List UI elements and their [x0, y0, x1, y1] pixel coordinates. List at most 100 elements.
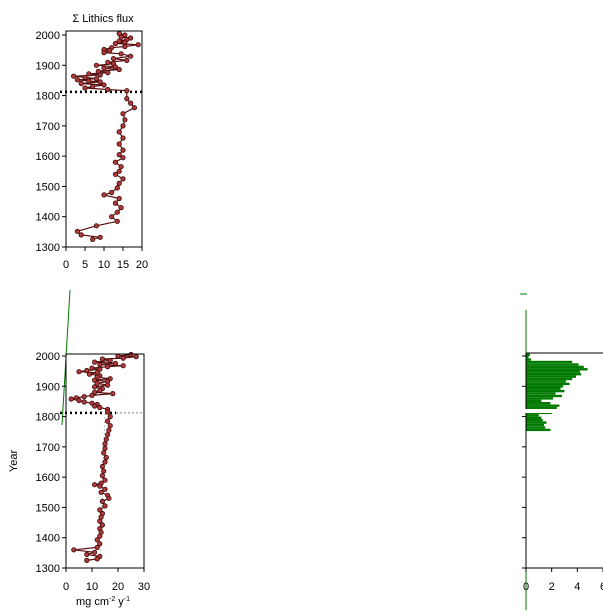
data-point	[94, 380, 100, 386]
data-point	[120, 363, 126, 369]
data-point	[116, 180, 122, 186]
data-point	[97, 361, 103, 368]
bar	[526, 365, 584, 369]
data-point	[94, 556, 100, 562]
data-point	[84, 557, 90, 564]
data-point	[74, 77, 81, 83]
data-point	[112, 159, 119, 165]
data-point	[92, 403, 98, 409]
data-point	[98, 489, 104, 495]
bar	[526, 394, 562, 398]
data-point	[86, 371, 93, 377]
x-tick-label: 20	[112, 581, 124, 593]
y-tick-label: 1900	[36, 60, 60, 72]
bar	[526, 377, 573, 381]
data-point	[90, 236, 96, 242]
panel-lithics-flux: Σ Lithics flux 1300140015001600170018001…	[36, 13, 149, 271]
data-point	[120, 123, 126, 129]
bar	[526, 385, 564, 388]
x-tick-label: 6	[600, 581, 603, 593]
data-point	[102, 445, 108, 451]
bar	[526, 423, 544, 427]
data-point	[128, 100, 134, 106]
data-point	[97, 366, 103, 372]
data-point	[120, 111, 126, 117]
data-point	[82, 85, 88, 91]
bar	[526, 404, 560, 407]
bar	[526, 406, 557, 410]
data-point	[118, 51, 124, 57]
bar	[526, 380, 566, 383]
data-point	[92, 482, 98, 488]
data-point	[133, 353, 139, 360]
bar	[526, 382, 570, 386]
data-point	[78, 232, 84, 238]
data-point	[97, 404, 103, 411]
data-point	[94, 537, 100, 543]
data-point	[122, 32, 128, 38]
x-tick-label: 0	[63, 581, 69, 593]
data-point	[101, 192, 107, 198]
data-point	[97, 533, 103, 539]
data-point	[110, 55, 117, 62]
y-tick-label: 1500	[36, 181, 60, 193]
bar	[526, 353, 530, 356]
x-tick-label: 10	[86, 581, 98, 593]
x-tick-label: 0	[63, 259, 69, 271]
data-point	[76, 397, 82, 404]
x-axis: 0 2 4 6	[523, 568, 603, 593]
data-point	[97, 518, 103, 524]
data-point	[124, 57, 130, 64]
data-point	[102, 477, 108, 483]
data-point	[74, 228, 81, 234]
data-point	[120, 147, 126, 153]
bar	[526, 402, 551, 405]
y-tick-label: 2000	[36, 351, 60, 363]
data-point	[102, 486, 108, 492]
data-point	[93, 62, 100, 68]
data-point	[107, 48, 113, 54]
data-point	[107, 423, 113, 429]
data-point	[114, 185, 120, 191]
data-point	[105, 86, 111, 93]
data-point	[97, 234, 103, 240]
y-axis-title: Year	[8, 450, 20, 473]
bar	[526, 387, 561, 390]
y-axis	[522, 355, 526, 569]
data-point	[76, 369, 82, 375]
y-tick-label: 1800	[36, 91, 60, 103]
data-point	[97, 483, 103, 489]
data-point	[99, 472, 106, 479]
data-point	[131, 105, 137, 111]
data-point	[99, 463, 106, 470]
bar	[526, 426, 546, 429]
x-tick-label: 5	[82, 259, 88, 271]
x-tick-label: 10	[98, 259, 110, 271]
bar	[526, 428, 551, 432]
x-tick-label: 15	[117, 259, 129, 271]
data-point	[116, 66, 122, 73]
data-point	[78, 80, 84, 87]
data-point	[124, 88, 130, 94]
data-point	[92, 359, 98, 365]
data-point	[116, 129, 122, 135]
y-tick-label: 1300	[36, 242, 60, 254]
x-tick-label: 30	[138, 581, 150, 593]
data-point	[105, 363, 111, 370]
data-point	[93, 76, 100, 82]
y-tick-label: 1700	[36, 121, 60, 133]
data-point	[84, 551, 90, 558]
data-point	[105, 70, 111, 76]
y-tick-label: 1900	[36, 381, 60, 393]
bar	[526, 397, 553, 400]
data-point	[122, 117, 128, 123]
bar	[526, 363, 579, 366]
data-point	[118, 34, 124, 40]
plot-frame	[65, 30, 143, 248]
data-point	[97, 79, 103, 85]
x-tick-label: 0	[523, 581, 529, 593]
data-point	[81, 393, 87, 400]
data-point	[102, 441, 108, 447]
panel-bars: 0 2 4 6	[520, 293, 603, 610]
data-point	[112, 64, 119, 70]
